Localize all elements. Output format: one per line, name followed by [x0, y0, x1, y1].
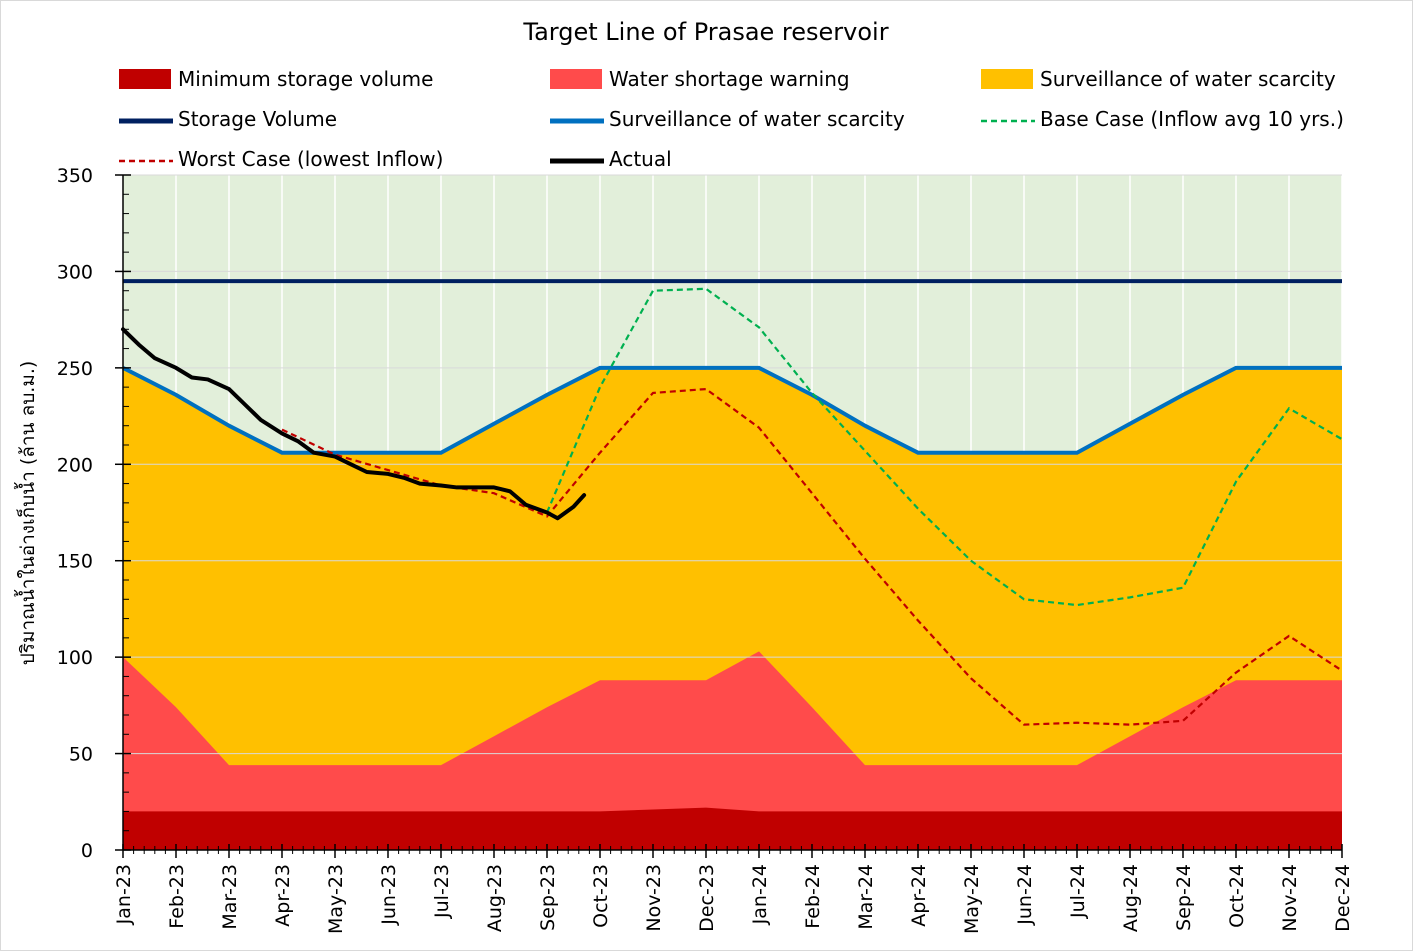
x-tick-label: Jan-23 — [113, 864, 135, 925]
x-tick-label: Jul-23 — [431, 864, 453, 919]
legend-swatch-surveillance-area — [981, 69, 1033, 89]
legend-label-actual: Actual — [609, 147, 672, 171]
line-base-case — [545, 287, 1343, 607]
line-worst-case — [281, 387, 1343, 726]
y-tick-label: 0 — [81, 840, 93, 862]
x-tick-label: Jun-24 — [1014, 864, 1036, 926]
area-minimum — [123, 807, 1342, 850]
x-tick-label: Jul-24 — [1067, 864, 1089, 919]
x-tick-label: Nov-24 — [1279, 864, 1301, 932]
x-tick-label: Dec-24 — [1332, 864, 1354, 932]
y-tick-label: 200 — [57, 454, 93, 476]
legend-label-surveillance-line: Surveillance of water scarcity — [609, 107, 905, 131]
y-tick-label: 350 — [57, 165, 93, 187]
x-tick-label: Sep-24 — [1173, 864, 1195, 931]
legend-label-minimum: Minimum storage volume — [178, 67, 433, 91]
legend-label-shortage: Water shortage warning — [609, 67, 850, 91]
y-tick-label: 250 — [57, 358, 93, 380]
plot-area — [121, 174, 1343, 850]
legend-label-storage: Storage Volume — [178, 107, 337, 131]
x-tick-label: Aug-23 — [484, 864, 506, 932]
area-surveillance — [123, 367, 1342, 850]
x-tick-label: Jun-23 — [378, 864, 400, 926]
line-surveillance — [122, 365, 1342, 455]
chart-title: Target Line of Prasae reservoir — [522, 18, 888, 46]
legend-swatch-shortage — [550, 69, 602, 89]
x-tick-label: Apr-24 — [908, 864, 930, 927]
y-tick-label: 50 — [69, 744, 93, 766]
x-tick-label: May-24 — [961, 864, 983, 934]
legend-swatch-minimum — [119, 69, 171, 89]
x-tick-label: Nov-23 — [643, 864, 665, 932]
y-tick-label: 100 — [57, 647, 93, 669]
x-tick-label: Jan-24 — [749, 864, 771, 925]
legend-label-worst-case: Worst Case (lowest Inflow) — [178, 147, 443, 171]
legend-label-base-case: Base Case (Inflow avg 10 yrs.) — [1040, 107, 1344, 131]
x-tick-label: Feb-24 — [802, 864, 824, 929]
line-actual — [121, 327, 587, 521]
x-tick-label: May-23 — [325, 864, 347, 934]
axes: 0 50 100 150 200 250 300 350 Jan-23 Feb-23 Mar-23 A… — [57, 165, 1354, 934]
x-tick-label: Feb-23 — [166, 864, 188, 929]
x-tick-label: Oct-24 — [1226, 864, 1248, 928]
legend: Minimum storage volume Water shortage wa… — [119, 67, 1344, 171]
x-tick-label: Apr-23 — [272, 864, 294, 927]
area-shortage — [123, 651, 1342, 850]
x-tick-label: Sep-23 — [537, 864, 559, 931]
x-tick-label: Mar-23 — [219, 864, 241, 930]
y-axis-title: ปริมาณน้ำในอ่างเก็บน้ำ (ล้าน ลบ.ม.) — [14, 361, 39, 666]
x-tick-label: Mar-24 — [855, 864, 877, 930]
x-tick-label: Dec-23 — [696, 864, 718, 932]
y-tick-label: 150 — [57, 551, 93, 573]
y-tick-label: 300 — [57, 261, 93, 283]
x-tick-label: Aug-24 — [1120, 864, 1142, 932]
x-tick-label: Oct-23 — [590, 864, 612, 928]
legend-label-surveillance-area: Surveillance of water scarcity — [1040, 67, 1336, 91]
